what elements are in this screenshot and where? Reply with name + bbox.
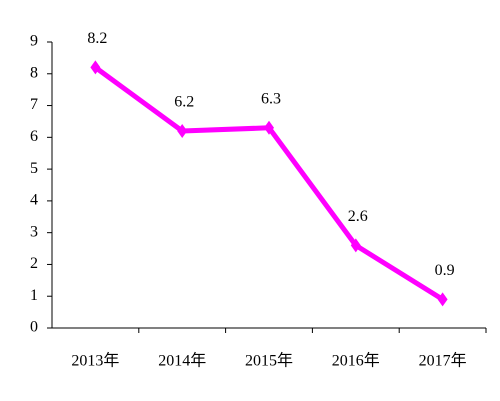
y-tick-label: 3	[30, 223, 38, 240]
marker	[177, 123, 188, 138]
marker	[437, 292, 448, 307]
x-tick-label: 2017年	[419, 352, 467, 370]
x-tick-label: 2016年	[332, 352, 380, 370]
y-tick-label: 2	[30, 255, 38, 272]
y-tick-label: 9	[30, 33, 38, 50]
x-tick-label: 2013年	[71, 352, 119, 370]
x-tick-label: 2015年	[245, 352, 293, 370]
marker	[350, 238, 361, 253]
y-tick-label: 4	[30, 192, 38, 209]
data-label: 0.9	[435, 262, 455, 279]
data-label: 6.2	[174, 94, 194, 111]
marker	[264, 120, 274, 135]
y-tick-label: 1	[30, 287, 38, 304]
y-tick-label: 6	[30, 128, 38, 145]
y-tick-label: 5	[30, 160, 38, 177]
data-label: 8.2	[87, 30, 107, 47]
data-label: 2.6	[348, 208, 368, 225]
y-tick-label: 0	[30, 319, 38, 336]
marker	[90, 60, 101, 75]
y-tick-label: 7	[30, 96, 38, 113]
y-tick-label: 8	[30, 64, 38, 81]
data-label: 6.3	[261, 90, 281, 107]
x-tick-label: 2014年	[158, 352, 206, 370]
